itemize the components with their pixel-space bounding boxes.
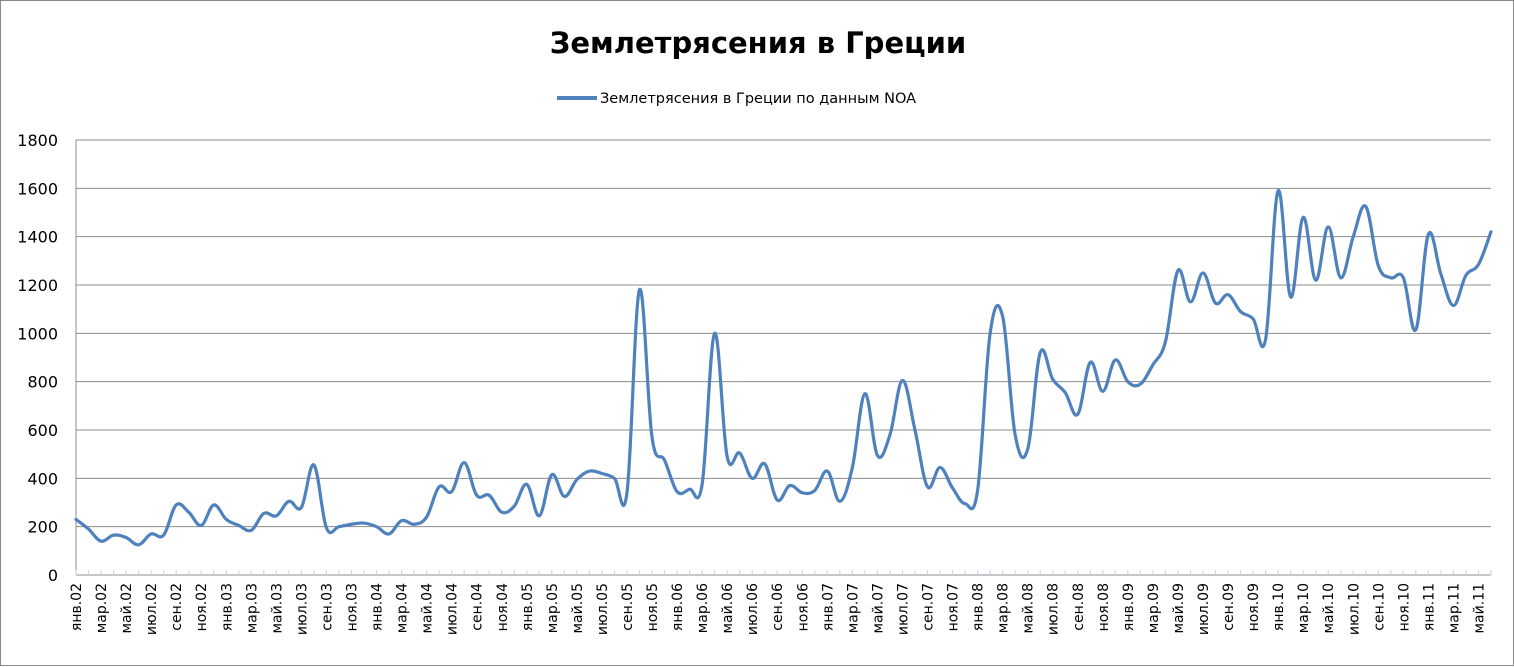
x-tick-label: ноя.04 [495, 583, 511, 631]
x-tick-label: июл.08 [1046, 583, 1062, 635]
y-tick-label: 1200 [17, 276, 58, 295]
x-tick-label: янв.06 [670, 583, 686, 631]
x-tick-label: июл.07 [895, 583, 911, 635]
y-tick-label: 1800 [17, 131, 58, 150]
y-tick-label: 0 [48, 566, 58, 585]
x-tick-label: сен.06 [770, 583, 786, 631]
x-tick-label: май.02 [119, 583, 135, 634]
x-tick-label: мар.11 [1446, 583, 1462, 633]
series-line [76, 190, 1491, 544]
x-tick-label: ноя.10 [1396, 583, 1412, 631]
x-tick-label: янв.05 [520, 583, 536, 631]
x-tick-label: сен.02 [169, 583, 185, 631]
x-tick-label: май.05 [570, 583, 586, 634]
legend-label: Землетрясения в Греции по данным NOA [600, 91, 916, 107]
x-tick-label: ноя.05 [645, 583, 661, 631]
y-tick-label: 800 [27, 373, 58, 392]
x-tick-label: сен.07 [921, 583, 937, 631]
x-tick-label: ноя.02 [194, 583, 210, 631]
x-tick-label: янв.04 [370, 583, 386, 631]
x-tick-label: янв.02 [69, 583, 85, 631]
y-tick-label: 1000 [17, 324, 58, 343]
x-tick-label: июл.03 [294, 583, 310, 635]
x-tick-label: янв.09 [1121, 583, 1137, 631]
x-axis: янв.02 мар.02 май.02 июл.02 сен.02 ноя.02 янв.… [69, 583, 1487, 635]
x-tick-label: сен.08 [1071, 583, 1087, 631]
gridlines [76, 140, 1491, 575]
x-tick-label: июл.06 [745, 583, 761, 635]
x-tick-label: май.07 [870, 583, 886, 634]
x-tick-label: мар.06 [695, 583, 711, 633]
y-tick-label: 200 [27, 518, 58, 537]
y-tick-label: 1400 [17, 228, 58, 247]
x-tick-label: мар.03 [244, 583, 260, 633]
legend: Землетрясения в Греции по данным NOA [557, 91, 916, 107]
x-tick-label: июл.05 [595, 583, 611, 635]
x-tick-label: мар.10 [1296, 583, 1312, 633]
x-tick-label: сен.09 [1221, 583, 1237, 631]
x-tick-label: мар.07 [845, 583, 861, 633]
x-tick-label: ноя.03 [344, 583, 360, 631]
x-tick-label: янв.08 [971, 583, 987, 631]
x-tick-label: май.06 [720, 583, 736, 634]
y-axis: 0 200 400 600 800 1000 1200 1400 1600 1800 [17, 131, 58, 585]
chart-title: Землетрясения в Греции [550, 26, 967, 60]
x-tick-label: янв.03 [219, 583, 235, 631]
x-tick-label: ноя.06 [795, 583, 811, 631]
x-tick-label: июл.09 [1196, 583, 1212, 635]
x-tick-label: июл.02 [144, 583, 160, 635]
x-axis-ticks [76, 570, 1491, 575]
x-tick-label: мар.08 [996, 583, 1012, 633]
x-tick-label: май.10 [1321, 583, 1337, 634]
y-tick-label: 600 [27, 421, 58, 440]
x-tick-label: мар.02 [94, 583, 110, 633]
x-tick-label: сен.10 [1371, 583, 1387, 631]
x-tick-label: мар.09 [1146, 583, 1162, 633]
x-tick-label: май.03 [269, 583, 285, 634]
x-tick-label: ноя.09 [1246, 583, 1262, 631]
y-tick-label: 400 [27, 469, 58, 488]
x-tick-label: июл.04 [445, 583, 461, 635]
y-tick-label: 1600 [17, 179, 58, 198]
x-tick-label: май.11 [1471, 583, 1487, 634]
x-tick-label: мар.05 [545, 583, 561, 633]
x-tick-label: сен.04 [470, 583, 486, 631]
x-tick-label: янв.11 [1421, 583, 1437, 631]
series-layer [76, 190, 1491, 544]
x-tick-label: сен.03 [319, 583, 335, 631]
x-tick-label: ноя.07 [946, 583, 962, 631]
x-tick-label: янв.07 [820, 583, 836, 631]
x-tick-label: май.04 [420, 583, 436, 634]
x-tick-label: май.08 [1021, 583, 1037, 634]
x-tick-label: мар.04 [395, 583, 411, 633]
x-tick-label: сен.05 [620, 583, 636, 631]
x-tick-label: янв.10 [1271, 583, 1287, 631]
x-tick-label: ноя.08 [1096, 583, 1112, 631]
x-tick-label: май.09 [1171, 583, 1187, 634]
x-tick-label: июл.10 [1346, 583, 1362, 635]
